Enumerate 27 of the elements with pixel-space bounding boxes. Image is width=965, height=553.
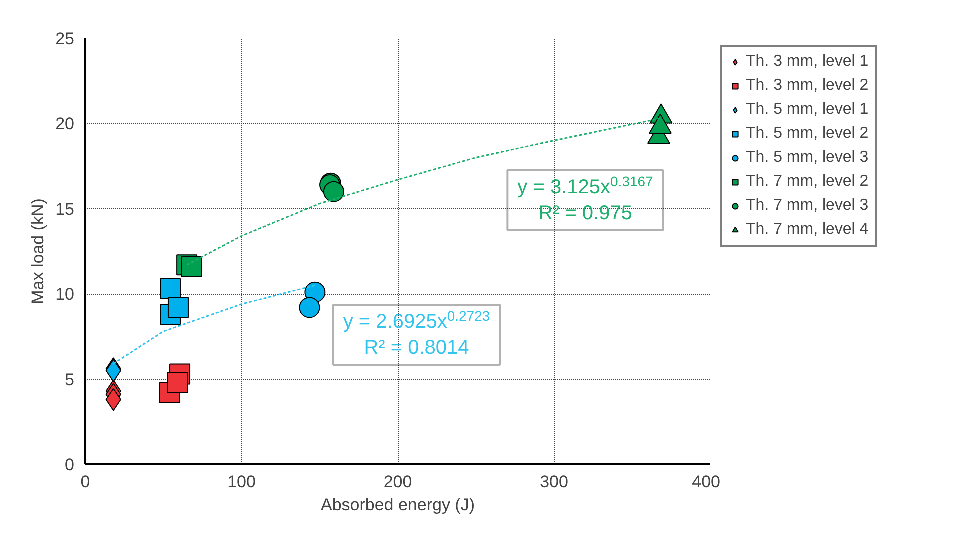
legend-label: Th. 7 mm, level 4 bbox=[746, 221, 869, 239]
x-tick-label: 100 bbox=[228, 472, 256, 492]
legend-label: Th. 3 mm, level 1 bbox=[746, 53, 869, 71]
point bbox=[323, 181, 344, 202]
y-tick-label: 20 bbox=[56, 114, 75, 134]
point bbox=[299, 297, 320, 318]
legend-label: Th. 5 mm, level 1 bbox=[746, 101, 869, 119]
point bbox=[160, 278, 182, 300]
y-tick-label: 5 bbox=[65, 370, 75, 390]
x-tick-label: 0 bbox=[80, 472, 90, 492]
point bbox=[168, 297, 189, 318]
point bbox=[167, 372, 188, 394]
legend-label: Th. 7 mm, level 3 bbox=[746, 197, 869, 215]
x-tick-label: 200 bbox=[384, 472, 412, 492]
y-tick-label: 0 bbox=[65, 456, 75, 474]
legend-label: Th. 7 mm, level 2 bbox=[746, 173, 869, 191]
x-axis-title: Absorbed energy (J) bbox=[320, 496, 476, 514]
x-tick-label: 300 bbox=[540, 472, 568, 492]
x-tick-label: 400 bbox=[692, 472, 721, 492]
point bbox=[181, 256, 202, 278]
y-tick-label: 15 bbox=[56, 200, 75, 219]
legend-label: Th. 5 mm, level 2 bbox=[746, 125, 869, 143]
legend-label: Th. 3 mm, level 2 bbox=[746, 77, 869, 95]
y-tick-label: 25 bbox=[56, 30, 75, 48]
y-axis-title: Max load (kN) bbox=[28, 198, 48, 304]
legend-label: Th. 5 mm, level 3 bbox=[746, 149, 869, 167]
y-tick-label: 10 bbox=[56, 285, 75, 304]
